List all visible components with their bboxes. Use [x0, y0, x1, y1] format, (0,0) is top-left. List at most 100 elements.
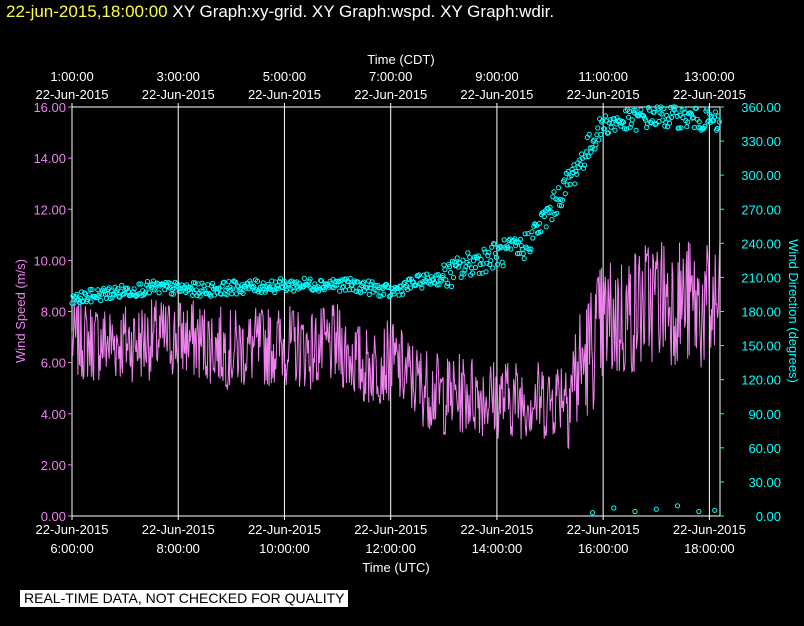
wdir-point	[229, 291, 235, 297]
wdir-point	[712, 109, 719, 115]
right-tick-label: 90.00	[748, 407, 781, 422]
wdir-point	[460, 257, 466, 263]
wdir-point	[444, 283, 450, 289]
wdir-point	[381, 291, 387, 297]
wdir-point	[339, 277, 345, 283]
wdir-point	[121, 291, 127, 297]
wdir-point	[138, 281, 144, 287]
wdir-point	[221, 279, 227, 285]
wdir-point	[230, 286, 236, 292]
bottom-tick-date: 22-Jun-2015	[567, 522, 640, 537]
wdir-point	[340, 284, 346, 290]
wdir-point	[119, 282, 125, 288]
bottom-tick-date: 22-Jun-2015	[673, 522, 746, 537]
wdir-point	[605, 130, 612, 136]
wdir-point	[448, 270, 454, 276]
wdir-point	[548, 209, 554, 215]
left-tick-label: 2.00	[41, 458, 66, 473]
wdir-point	[301, 275, 307, 281]
wdir-point	[589, 509, 596, 516]
wdir-point	[260, 280, 266, 286]
chart-header: 22-jun-2015,18:00:00 XY Graph:xy-grid. X…	[6, 2, 554, 22]
wdir-point	[254, 278, 261, 284]
wdir-point	[530, 235, 536, 241]
wdir-point	[400, 291, 406, 297]
wdir-point	[556, 185, 562, 191]
wdir-point	[633, 127, 639, 133]
wdir-point	[435, 272, 441, 278]
wdir-point	[674, 113, 680, 119]
right-tick-label: 360.00	[741, 100, 781, 115]
wdir-point	[210, 286, 217, 292]
wdir-point	[521, 256, 527, 262]
right-tick-label: 30.00	[748, 475, 781, 490]
wdir-point	[690, 114, 697, 121]
wdir-point	[685, 119, 691, 125]
wdir-point	[629, 117, 635, 123]
wdir-point	[646, 107, 653, 113]
wdir-point	[318, 278, 325, 284]
wdir-point	[561, 177, 568, 183]
wdir-point	[361, 279, 367, 285]
top-tick-time: 7:00:00	[369, 69, 412, 84]
wdir-point	[146, 290, 152, 296]
wdir-point	[197, 293, 203, 299]
top-tick-date: 22-Jun-2015	[567, 87, 640, 102]
left-tick-label: 10.00	[33, 253, 66, 268]
top-tick-date: 22-Jun-2015	[248, 87, 321, 102]
wdir-point	[156, 290, 162, 296]
top-tick-date: 22-Jun-2015	[354, 87, 427, 102]
wdir-point	[611, 505, 617, 511]
wdir-point	[606, 120, 612, 126]
wdir-point	[493, 254, 500, 260]
wdir-point	[122, 285, 129, 291]
wdir-point	[667, 104, 674, 110]
wdir-point	[702, 123, 708, 129]
wdir-point	[618, 123, 624, 129]
top-tick-time: 9:00:00	[475, 69, 518, 84]
wdir-point	[478, 257, 484, 263]
wdir-point	[457, 260, 463, 266]
bottom-tick-time: 6:00:00	[50, 541, 93, 556]
wdir-point	[136, 281, 142, 287]
wdir-point	[551, 189, 557, 195]
wdir-point	[152, 285, 158, 291]
wdir-point	[632, 508, 638, 515]
top-tick-time: 13:00:00	[684, 69, 735, 84]
wdir-point	[651, 109, 657, 115]
wdir-point	[668, 114, 675, 121]
wdir-point	[526, 246, 532, 252]
wdir-point	[247, 278, 253, 284]
wdir-point	[192, 280, 198, 286]
wdir-point	[611, 116, 617, 122]
wdir-point	[445, 280, 451, 286]
wdir-point	[89, 287, 95, 293]
wdir-point	[475, 253, 481, 259]
wdir-point	[449, 283, 455, 290]
wdir-point	[71, 300, 77, 306]
wdir-point	[393, 286, 399, 292]
wdir-point	[612, 127, 618, 133]
wdir-point	[476, 270, 482, 276]
wdir-point	[144, 278, 151, 285]
wdir-point	[355, 279, 361, 285]
left-tick-label: 12.00	[33, 202, 66, 217]
wdir-point	[420, 279, 426, 285]
wdir-point	[549, 217, 555, 223]
wdir-point	[512, 236, 518, 242]
wdir-point	[390, 288, 396, 295]
wdir-point	[376, 293, 382, 299]
wdir-point	[622, 126, 628, 132]
wdir-point	[676, 125, 682, 131]
right-tick-label: 240.00	[741, 236, 781, 251]
wdir-point	[450, 274, 457, 281]
wdir-point	[547, 204, 553, 210]
wdir-point	[652, 121, 658, 128]
bottom-tick-date: 22-Jun-2015	[354, 522, 427, 537]
wdir-point	[715, 113, 721, 119]
wdir-point	[289, 278, 295, 284]
wdir-point	[307, 276, 313, 282]
top-axis-title: Time (CDT)	[367, 52, 434, 67]
wdir-point	[579, 151, 585, 157]
wdir-point	[267, 284, 273, 290]
